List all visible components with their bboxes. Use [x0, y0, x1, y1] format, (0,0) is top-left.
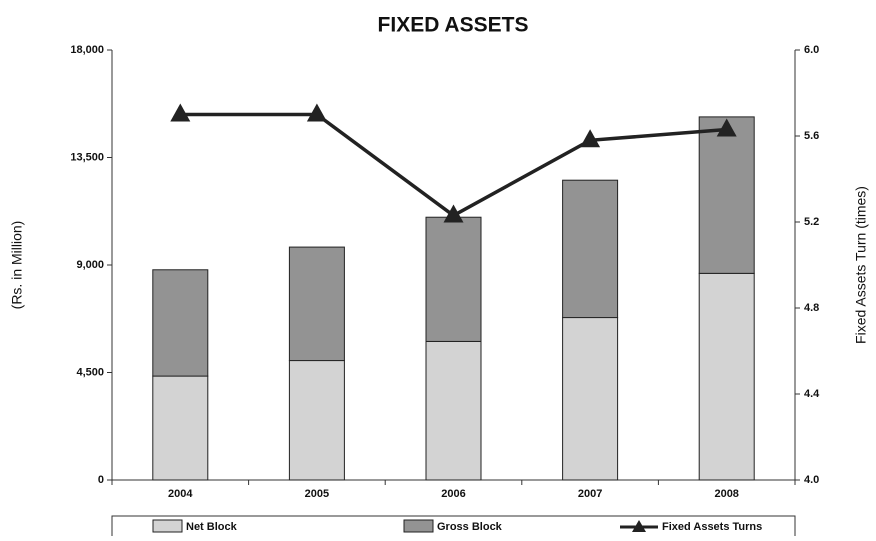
bar-segment: [152, 375, 209, 481]
bar-segment: [562, 317, 619, 481]
x-tick-label: 2006: [441, 488, 465, 500]
y2-tick-label: 4.8: [804, 302, 819, 314]
x-tick-label: 2007: [578, 488, 602, 500]
legend-swatch: [152, 519, 183, 533]
y-tick-label: 0: [98, 474, 104, 486]
chart-title: FIXED ASSETS: [378, 14, 529, 37]
x-tick-label: 2004: [168, 488, 193, 500]
x-tick-label: 2008: [714, 488, 738, 500]
y2-tick-label: 5.2: [804, 216, 819, 228]
legend-swatch: [403, 519, 434, 533]
bar-segment: [425, 216, 482, 342]
y2-tick-label: 4.4: [804, 388, 820, 400]
bar-segment: [562, 179, 619, 319]
line-marker: [716, 118, 737, 137]
bar-segment: [698, 116, 755, 274]
line-marker: [443, 204, 464, 223]
line-marker: [306, 103, 327, 122]
y2-tick-label: 6.0: [804, 44, 819, 56]
bar-segment: [288, 246, 345, 362]
y-axis-title: (Rs. in Million): [9, 221, 25, 310]
y-tick-label: 4,500: [76, 366, 104, 378]
bar-segment: [152, 269, 209, 377]
legend-label: Net Block: [186, 521, 238, 533]
line-marker: [580, 129, 601, 148]
legend-label: Fixed Assets Turns: [662, 521, 762, 533]
y-tick-label: 18,000: [70, 44, 104, 56]
y2-axis-title: Fixed Assets Turn (times): [853, 186, 869, 344]
legend-label: Gross Block: [437, 521, 503, 533]
y2-tick-label: 4.0: [804, 474, 819, 486]
line-marker: [170, 103, 191, 122]
x-tick-label: 2005: [305, 488, 329, 500]
bar-segment: [698, 272, 755, 481]
bar-segment: [288, 360, 345, 481]
y2-tick-label: 5.6: [804, 130, 819, 142]
y-tick-label: 13,500: [70, 151, 104, 163]
line-series: [180, 112, 727, 218]
bar-segment: [425, 340, 482, 481]
legend-marker: [632, 520, 646, 532]
y-tick-label: 9,000: [76, 259, 104, 271]
